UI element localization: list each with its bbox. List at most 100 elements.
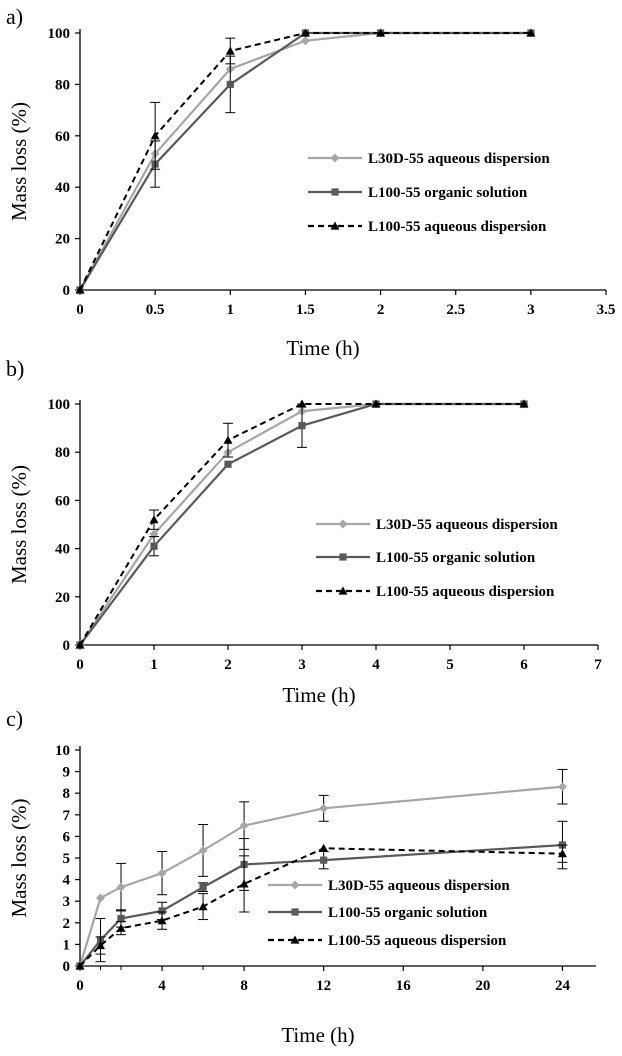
legend-swatch-marker bbox=[339, 553, 347, 561]
data-point bbox=[116, 882, 126, 892]
legend-label: L30D-55 aqueous dispersion bbox=[376, 517, 558, 533]
data-point bbox=[149, 529, 159, 539]
y-tick-label: 60 bbox=[55, 493, 70, 509]
legend-swatch-marker bbox=[290, 880, 300, 890]
x-tick-label: 8 bbox=[240, 978, 248, 994]
data-point bbox=[150, 131, 160, 140]
series-3 bbox=[75, 843, 568, 970]
data-point bbox=[117, 914, 125, 923]
x-tick-label: 2 bbox=[377, 302, 385, 318]
y-tick-label: 80 bbox=[55, 445, 70, 461]
data-point bbox=[75, 961, 85, 970]
data-point bbox=[239, 879, 249, 888]
x-axis-label: Time (h) bbox=[282, 683, 355, 707]
y-tick-label: 1 bbox=[63, 937, 71, 953]
data-point bbox=[150, 542, 158, 550]
data-point bbox=[198, 902, 208, 911]
x-axis-label: Time (h) bbox=[286, 336, 359, 360]
series-1 bbox=[75, 768, 568, 971]
legend-swatch-marker bbox=[338, 519, 348, 529]
x-tick-label: 16 bbox=[396, 978, 412, 994]
x-tick-label: 0 bbox=[76, 657, 84, 673]
y-tick-label: 20 bbox=[55, 590, 70, 606]
y-tick-label: 40 bbox=[55, 542, 70, 558]
y-tick-label: 6 bbox=[63, 829, 71, 845]
data-point bbox=[157, 916, 167, 925]
y-tick-label: 2 bbox=[63, 916, 71, 932]
y-tick-label: 0 bbox=[63, 959, 71, 975]
x-tick-label: 6 bbox=[520, 657, 528, 673]
chart-panel-b: b) 0 20 40 60 80 100 0 1 2 3 4 5 6 7 Time (h) Mass loss… bbox=[0, 352, 622, 707]
data-point bbox=[199, 883, 207, 891]
y-tick-label: 100 bbox=[48, 397, 71, 413]
panel-label: a) bbox=[6, 4, 24, 29]
chart-panel-a: a) 0 20 40 60 80 100 0 0.5 1 1.5 2 2.5 3 3.5 Time (h) M… bbox=[0, 0, 622, 360]
data-point bbox=[239, 821, 249, 831]
series-line bbox=[78, 785, 563, 967]
data-point bbox=[319, 803, 329, 813]
series-3 bbox=[75, 28, 536, 294]
legend-label: L100-55 organic solution bbox=[328, 905, 488, 921]
legend-swatch-marker bbox=[330, 153, 340, 163]
y-axis-label: Mass loss (%) bbox=[7, 102, 31, 221]
x-axis-label: Time (h) bbox=[281, 1023, 354, 1047]
x-tick-label: 4 bbox=[372, 657, 380, 673]
chart-b: 0 20 40 60 80 100 0 1 2 3 4 5 6 7 Time (h) Mass loss (%… bbox=[7, 397, 602, 707]
data-point bbox=[158, 907, 166, 915]
x-tick-label: 7 bbox=[594, 657, 602, 673]
data-point bbox=[371, 399, 381, 408]
x-tick-label: 2.5 bbox=[446, 302, 465, 318]
data-point bbox=[223, 435, 233, 444]
panel-label: c) bbox=[6, 706, 24, 731]
data-point bbox=[300, 28, 310, 37]
x-tick-label: 1.5 bbox=[296, 302, 315, 318]
series-3 bbox=[75, 399, 529, 649]
data-point bbox=[75, 640, 85, 649]
data-point bbox=[557, 849, 567, 858]
data-point bbox=[224, 460, 232, 468]
series-line bbox=[79, 403, 524, 646]
y-axis-label: Mass loss (%) bbox=[7, 798, 31, 917]
y-tick-label: 0 bbox=[63, 283, 71, 299]
x-tick-label: 2 bbox=[224, 657, 232, 673]
y-tick-label: 8 bbox=[63, 786, 71, 802]
y-tick-label: 7 bbox=[63, 808, 71, 824]
data-point bbox=[149, 515, 159, 524]
chart-panel-c: c) 0 1 2 3 4 5 6 7 8 9 10 0 4 8 12 16 20 24 Time (h) Mass l… bbox=[0, 702, 622, 1056]
y-axis-label: Mass loss (%) bbox=[7, 465, 31, 584]
legend-swatch-marker bbox=[291, 908, 299, 916]
data-point bbox=[557, 782, 567, 792]
data-point bbox=[75, 285, 85, 294]
data-point bbox=[300, 36, 310, 46]
legend-label: L100-55 aqueous dispersion bbox=[368, 219, 547, 235]
x-tick-label: 4 bbox=[158, 978, 166, 994]
x-tick-label: 5 bbox=[446, 657, 454, 673]
y-tick-label: 5 bbox=[63, 851, 71, 867]
y-tick-label: 80 bbox=[55, 77, 70, 93]
chart-a: 0 20 40 60 80 100 0 0.5 1 1.5 2 2.5 3 3.5 Time (h) Mass… bbox=[7, 26, 615, 360]
x-tick-label: 3 bbox=[527, 302, 535, 318]
y-tick-label: 40 bbox=[55, 180, 70, 196]
x-tick-label: 0 bbox=[76, 978, 84, 994]
y-tick-label: 4 bbox=[63, 873, 71, 889]
data-point bbox=[519, 399, 529, 408]
x-tick-label: 20 bbox=[475, 978, 490, 994]
data-point bbox=[320, 856, 328, 864]
x-tick-label: 1 bbox=[150, 657, 158, 673]
x-tick-label: 0 bbox=[76, 302, 84, 318]
data-point bbox=[96, 893, 106, 903]
series-line bbox=[79, 32, 531, 291]
data-point bbox=[226, 80, 234, 88]
y-tick-label: 20 bbox=[55, 232, 70, 248]
series-line bbox=[79, 847, 563, 967]
data-point bbox=[298, 422, 306, 430]
y-tick-label: 3 bbox=[63, 894, 71, 910]
x-tick-label: 24 bbox=[555, 978, 571, 994]
data-point bbox=[319, 843, 329, 852]
y-tick-label: 60 bbox=[55, 129, 70, 145]
x-tick-label: 12 bbox=[316, 978, 331, 994]
data-point bbox=[376, 28, 386, 37]
data-point bbox=[116, 923, 126, 932]
data-point bbox=[297, 399, 307, 408]
